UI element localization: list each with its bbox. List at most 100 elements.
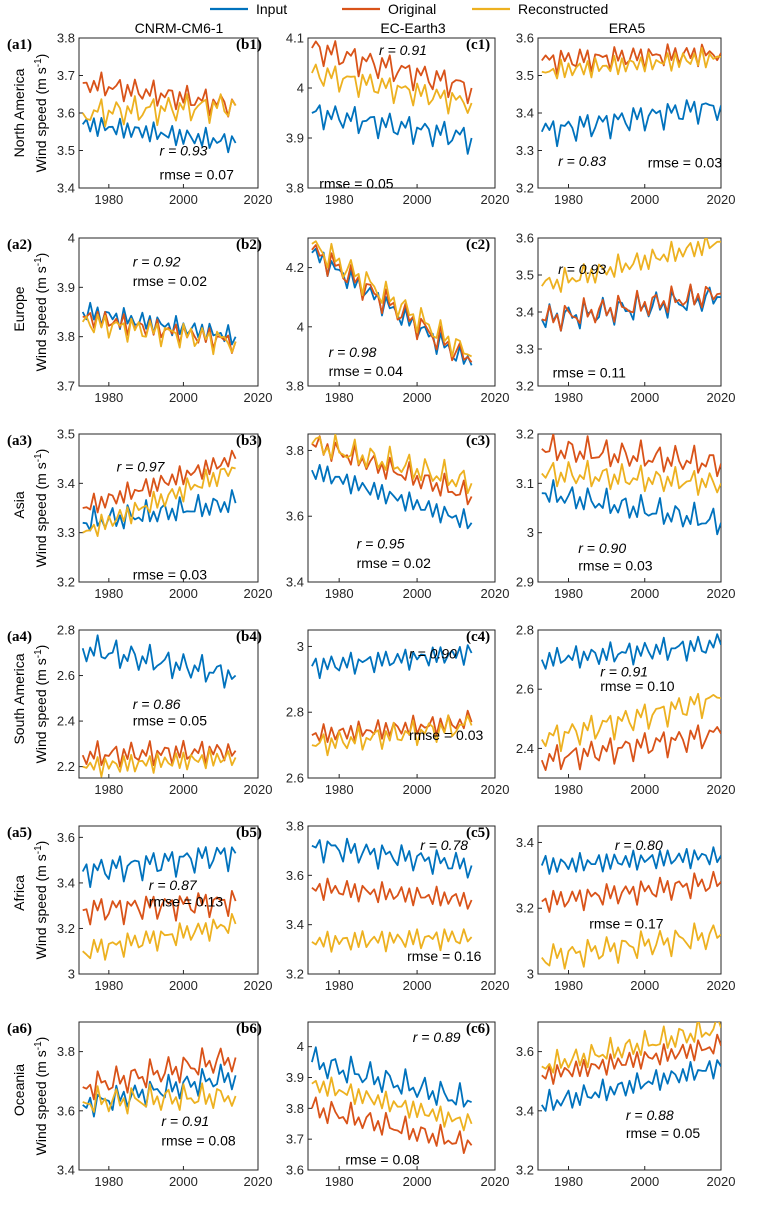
- series-line-reconstructed: [81, 93, 237, 128]
- x-tick-label: 2000: [630, 1174, 659, 1189]
- y-tick-label: 2.8: [516, 623, 534, 638]
- x-tick-label: 2020: [707, 1174, 736, 1189]
- y-tick-label: 3: [527, 967, 534, 982]
- series-line-original: [311, 244, 473, 363]
- x-tick-label: 2000: [403, 978, 432, 993]
- y-tick-label: 3.2: [57, 921, 75, 936]
- y-tick-label: 4: [297, 319, 304, 334]
- series-line-original: [81, 739, 237, 768]
- y-tick-label: 3.3: [516, 143, 534, 158]
- y-tick-label: 3.1: [516, 476, 534, 491]
- y-axis-label-main: Wind speed (m s: [33, 1050, 49, 1155]
- panel-label: (a3): [7, 433, 32, 449]
- y-tick-label: 3.7: [57, 68, 75, 83]
- x-tick-label: 1980: [554, 1174, 583, 1189]
- y-axis-label-close: ): [33, 54, 49, 59]
- x-tick-label: 2020: [244, 978, 273, 993]
- y-tick-label: 3: [68, 967, 75, 982]
- axes-box: [307, 825, 496, 975]
- y-tick-label: 3: [527, 525, 534, 540]
- y-tick-label: 3.5: [57, 427, 75, 442]
- panel-label: (c5): [466, 825, 490, 841]
- r-annotation: r = 0.92: [133, 254, 181, 270]
- y-tick-label: 3.2: [516, 1163, 534, 1178]
- panel-label: (b5): [236, 825, 262, 841]
- y-tick-label: 3.2: [286, 967, 304, 982]
- panel-label: (b3): [236, 433, 262, 449]
- y-tick-label: 3.8: [57, 1044, 75, 1059]
- axes-box: [307, 629, 496, 779]
- axes-box: [307, 433, 496, 583]
- r-annotation: r = 0.98: [329, 344, 377, 360]
- y-tick-label: 3.8: [286, 819, 304, 834]
- panel-label: (b1): [236, 37, 262, 53]
- y-tick-label: 3.6: [286, 868, 304, 883]
- y-axis-label-main: Wind speed (m s: [33, 462, 49, 567]
- r-annotation: r = 0.93: [160, 143, 208, 159]
- rmse-annotation: rmse = 0.05: [319, 176, 394, 192]
- y-tick-label: 3.9: [57, 280, 75, 295]
- panel-c6: 3.2 3.4 3.6 1980 2000 2020 (c6) r = 0.88 rmse = …: [466, 1021, 736, 1189]
- x-tick-label: 1980: [325, 192, 354, 207]
- series-line-reconstructed: [82, 466, 236, 537]
- rmse-annotation: rmse = 0.03: [578, 558, 653, 574]
- r-annotation: r = 0.91: [161, 1113, 209, 1129]
- y-tick-label: 3.5: [516, 68, 534, 83]
- y-axis-label: Wind speed (m s-1): [33, 449, 49, 568]
- legend: Input Original Reconstructed: [210, 1, 608, 17]
- legend-label-original: Original: [388, 1, 436, 17]
- x-tick-label: 1980: [94, 1174, 123, 1189]
- series-line-input: [540, 99, 721, 148]
- y-axis-label: Wind speed (m s-1): [33, 253, 49, 372]
- y-axis-label: Wind speed (m s-1): [33, 645, 49, 764]
- row-label-oceania: Oceania: [11, 1064, 27, 1116]
- y-tick-label: 2.6: [57, 668, 75, 683]
- y-tick-label: 3.2: [57, 575, 75, 590]
- y-axis-label-sup: -1: [33, 453, 44, 462]
- x-tick-label: 2020: [707, 390, 736, 405]
- x-tick-label: 2020: [707, 586, 736, 601]
- y-axis-label-close: ): [33, 449, 49, 454]
- series-line-input: [540, 633, 721, 670]
- y-tick-label: 4: [297, 1039, 304, 1054]
- y-tick-label: 3.3: [516, 342, 534, 357]
- x-tick-label: 2020: [244, 192, 273, 207]
- series-line-reconstructed: [82, 913, 237, 961]
- axes-box: [537, 825, 722, 975]
- x-tick-label: 1980: [554, 192, 583, 207]
- y-tick-label: 3: [297, 639, 304, 654]
- x-tick-label: 2020: [707, 782, 736, 797]
- y-axis-label: Wind speed (m s-1): [33, 1037, 49, 1156]
- series-line-reconstructed: [311, 1076, 473, 1132]
- y-axis-label-main: Wind speed (m s: [33, 67, 49, 172]
- rmse-annotation: rmse = 0.02: [133, 273, 208, 289]
- y-tick-label: 3.4: [57, 181, 75, 196]
- y-tick-label: 2.4: [57, 714, 75, 729]
- y-tick-label: 3.9: [286, 1070, 304, 1085]
- r-annotation: r = 0.88: [626, 1107, 674, 1123]
- y-axis-label-close: ): [33, 253, 49, 258]
- x-tick-label: 2000: [169, 782, 198, 797]
- series-line-original: [82, 890, 237, 926]
- series-line-input: [82, 1063, 237, 1118]
- series-line-input: [81, 846, 237, 888]
- series-line-original: [82, 310, 237, 354]
- y-tick-label: 3.6: [286, 1163, 304, 1178]
- x-tick-label: 2000: [169, 390, 198, 405]
- panel-label: (a2): [7, 237, 32, 253]
- y-tick-label: 3.4: [286, 575, 304, 590]
- x-tick-label: 2000: [630, 390, 659, 405]
- x-tick-label: 2020: [481, 192, 510, 207]
- y-axis-label-main: Wind speed (m s: [33, 854, 49, 959]
- x-tick-label: 2020: [707, 978, 736, 993]
- x-tick-label: 2000: [403, 1174, 432, 1189]
- rmse-annotation: rmse = 0.03: [133, 567, 208, 583]
- r-annotation: r = 0.86: [133, 696, 181, 712]
- x-tick-label: 2000: [403, 782, 432, 797]
- x-tick-label: 2000: [403, 192, 432, 207]
- x-tick-label: 1980: [94, 586, 123, 601]
- y-tick-label: 3.7: [57, 379, 75, 394]
- series-line-original: [541, 434, 721, 478]
- y-axis-label: Wind speed (m s-1): [33, 841, 49, 960]
